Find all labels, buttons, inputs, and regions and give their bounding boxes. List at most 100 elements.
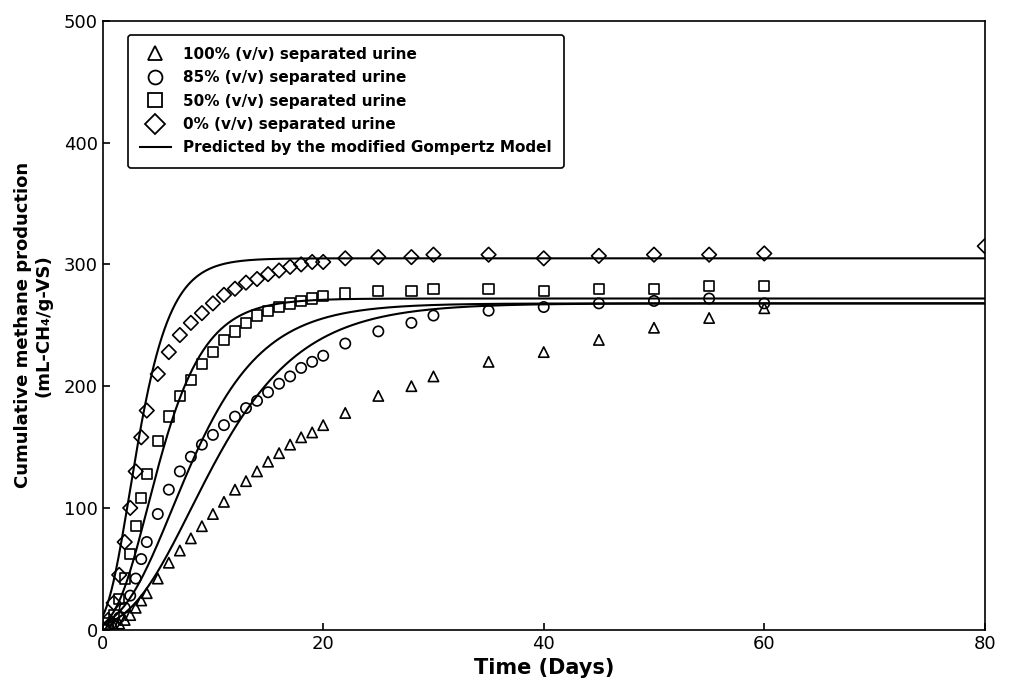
Point (227, 283, 243, 294)
Point (116, 614, 132, 626)
Point (138, 536, 155, 547)
Point (646, 283, 663, 294)
Point (271, 379, 287, 390)
Point (371, 252, 387, 263)
Point (227, 411, 243, 422)
Point (100, 623, 116, 634)
Point (282, 371, 298, 382)
Point (248, 273, 265, 284)
Point (216, 289, 232, 300)
Point (238, 475, 255, 486)
Point (481, 356, 497, 367)
Point (282, 298, 298, 309)
Point (161, 484, 177, 495)
Point (138, 405, 155, 416)
Point (425, 371, 441, 382)
Point (238, 403, 255, 414)
Point (293, 363, 309, 374)
Point (315, 291, 331, 302)
Point (238, 277, 255, 288)
Point (133, 595, 149, 606)
Point (701, 249, 717, 260)
Point (337, 338, 354, 349)
Point (172, 390, 188, 401)
Point (337, 253, 354, 264)
Point (756, 298, 773, 309)
Point (701, 293, 717, 304)
Point (591, 298, 607, 309)
Point (425, 310, 441, 321)
Point (337, 288, 354, 299)
Point (535, 253, 551, 264)
Point (138, 588, 155, 599)
Point (591, 334, 607, 345)
Y-axis label: Cumulative methane production
(mL-CH₄/g-VS): Cumulative methane production (mL-CH₄/g-… (14, 162, 53, 489)
Point (371, 286, 387, 297)
Point (481, 283, 497, 294)
Point (111, 594, 127, 605)
Point (591, 251, 607, 262)
Point (161, 347, 177, 358)
Point (756, 248, 773, 259)
Point (756, 281, 773, 292)
Point (194, 358, 210, 370)
Point (304, 356, 320, 367)
Point (293, 432, 309, 443)
Point (194, 439, 210, 450)
Point (161, 411, 177, 422)
Point (425, 283, 441, 294)
Point (183, 533, 199, 544)
Point (100, 621, 116, 632)
Point (425, 249, 441, 260)
Point (591, 283, 607, 294)
Point (161, 557, 177, 568)
Point (127, 602, 143, 613)
Point (183, 318, 199, 329)
Point (194, 520, 210, 531)
Point (106, 610, 122, 621)
Point (172, 545, 188, 556)
Point (260, 268, 276, 280)
Point (248, 310, 265, 321)
Point (977, 241, 993, 252)
Point (304, 293, 320, 304)
Point (106, 618, 122, 629)
Point (248, 466, 265, 477)
Point (304, 257, 320, 268)
Point (149, 368, 166, 379)
Point (535, 286, 551, 297)
Point (149, 435, 166, 446)
Point (481, 249, 497, 260)
Legend: 100% (v/v) separated urine, 85% (v/v) separated urine, 50% (v/v) separated urine: 100% (v/v) separated urine, 85% (v/v) se… (128, 35, 564, 167)
Point (403, 252, 419, 263)
Point (371, 390, 387, 401)
Point (122, 590, 138, 601)
Point (646, 322, 663, 334)
Point (122, 549, 138, 560)
Point (756, 302, 773, 313)
Point (138, 468, 155, 480)
Point (701, 281, 717, 292)
Point (535, 302, 551, 313)
Point (172, 466, 188, 477)
Point (304, 427, 320, 438)
Point (248, 395, 265, 406)
Point (194, 307, 210, 318)
Point (271, 448, 287, 459)
Point (701, 313, 717, 324)
Point (133, 493, 149, 504)
Point (271, 302, 287, 313)
Point (403, 286, 419, 297)
X-axis label: Time (Days): Time (Days) (474, 658, 614, 678)
Point (227, 326, 243, 337)
Point (111, 618, 127, 629)
Point (111, 570, 127, 581)
Point (122, 502, 138, 513)
Point (111, 612, 127, 623)
Point (100, 614, 116, 626)
Point (260, 387, 276, 398)
Point (260, 456, 276, 467)
Point (227, 484, 243, 495)
Point (282, 439, 298, 450)
Point (216, 334, 232, 345)
